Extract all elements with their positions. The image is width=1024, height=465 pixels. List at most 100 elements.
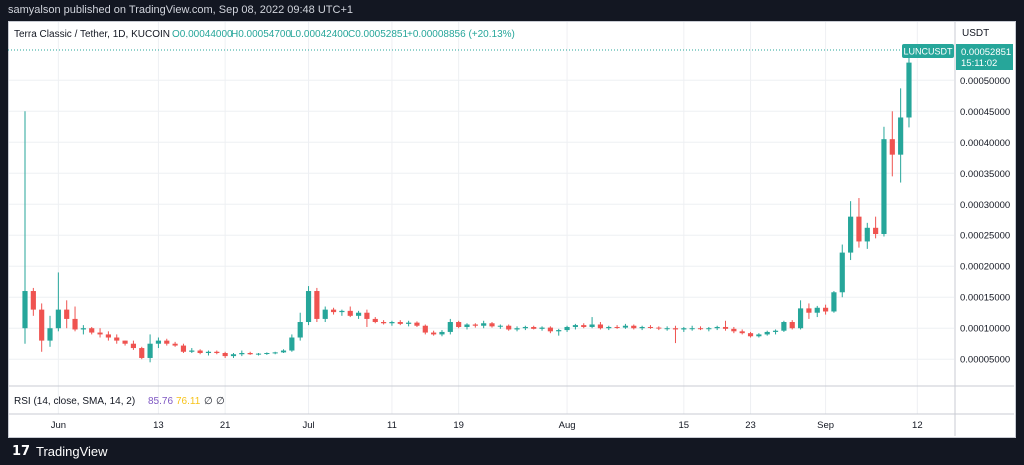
time-tick-label: 21 — [220, 420, 231, 431]
rsi-value: 85.76 — [148, 396, 173, 407]
candle-body — [322, 309, 328, 319]
candle-body — [189, 350, 195, 352]
candle — [139, 346, 145, 360]
candle — [339, 309, 345, 316]
candle-body — [814, 307, 820, 313]
candle — [347, 306, 353, 318]
time-tick-label: 23 — [745, 420, 756, 431]
candle — [289, 334, 295, 352]
candle — [364, 309, 370, 327]
candles[interactable] — [22, 51, 912, 363]
candle-body — [389, 322, 395, 324]
candle-body — [289, 337, 295, 351]
candle-body — [414, 322, 420, 326]
candle-body — [722, 326, 729, 329]
grid — [9, 22, 954, 414]
candle — [814, 305, 820, 318]
candle-body — [431, 332, 437, 335]
candle-body — [372, 318, 378, 323]
candle-body — [381, 322, 387, 324]
symbol-tag-label: LUNCUSDT — [903, 47, 953, 57]
candle — [881, 126, 887, 237]
time-tick-label: Sep — [817, 420, 834, 431]
candle-body — [364, 312, 370, 319]
legend-open: O0.00044000 — [172, 29, 233, 40]
candle — [464, 323, 470, 330]
publish-info: samyalson published on TradingView.com, … — [8, 4, 353, 16]
candle-body — [355, 312, 362, 316]
candle — [72, 306, 78, 332]
candle — [122, 340, 128, 346]
candle-body — [47, 328, 53, 341]
candle — [355, 310, 362, 319]
candle-body — [522, 326, 528, 329]
time-tick-label: 15 — [679, 420, 690, 431]
candle-body — [697, 328, 704, 330]
candle — [706, 326, 712, 332]
candle-body — [439, 331, 445, 335]
price-axis-unit: USDT — [962, 28, 989, 39]
candle-body — [564, 326, 570, 331]
candle — [481, 320, 487, 329]
candle — [614, 325, 620, 329]
candle-body — [397, 322, 403, 324]
time-tick-label: Aug — [559, 420, 576, 431]
price-axis[interactable]: 0.00050000 0.00045000 0.00040000 0.00035000… — [960, 76, 1010, 366]
candle — [230, 353, 237, 358]
candle-body — [122, 340, 128, 344]
candle-body — [881, 139, 887, 235]
candle — [664, 326, 670, 331]
candle — [172, 341, 178, 347]
candle-body — [873, 227, 879, 235]
candle-body — [631, 325, 637, 329]
candle-body — [756, 334, 762, 337]
candle-body — [831, 292, 837, 312]
candle — [272, 351, 278, 355]
candle — [639, 325, 645, 331]
candle — [39, 303, 45, 352]
tradingview-brand: TradingView — [36, 444, 108, 459]
candle — [797, 300, 804, 330]
candle-body — [764, 331, 770, 335]
rsi-label[interactable]: RSI (14, close, SMA, 14, 2) — [14, 396, 135, 407]
candle-body — [839, 252, 845, 293]
candle-body — [339, 310, 345, 313]
legend-low: L0.00042400 — [290, 29, 349, 40]
candle-body — [797, 308, 804, 329]
candle — [205, 350, 212, 356]
candle — [330, 307, 337, 315]
chart-panel[interactable] — [8, 21, 1016, 438]
candle — [447, 318, 453, 335]
candle-body — [456, 322, 462, 327]
candle-body — [481, 323, 487, 326]
footer-bar: 17 TradingView — [0, 438, 1024, 465]
time-axis[interactable]: Jun 13 21 Jul 11 19 Aug 15 23 Sep 12 — [51, 420, 923, 431]
candle — [906, 51, 912, 128]
candle-body — [772, 330, 779, 332]
candle-body — [147, 343, 153, 358]
candle — [739, 329, 745, 335]
candle — [197, 349, 203, 355]
candle-body — [597, 324, 604, 329]
candle-body — [105, 334, 111, 338]
candle — [472, 323, 478, 328]
candle — [697, 326, 704, 331]
legend-high: H0.00054700 — [231, 29, 291, 40]
tradingview-logo-icon: 17 — [12, 444, 31, 459]
candle — [514, 326, 520, 332]
candle-body — [30, 291, 36, 310]
candle — [781, 320, 787, 332]
candle — [147, 334, 153, 363]
candle — [581, 323, 587, 329]
candle-body — [180, 345, 187, 352]
candle-body — [789, 322, 795, 329]
candle-body — [130, 343, 136, 349]
candle-body — [656, 327, 662, 329]
time-tick-label: 11 — [387, 420, 397, 431]
time-tick-label: Jun — [51, 420, 66, 431]
price-tick-label: 0.00005000 — [960, 355, 1010, 366]
candle-body — [856, 216, 862, 242]
candle — [381, 320, 387, 325]
candle — [731, 326, 737, 334]
